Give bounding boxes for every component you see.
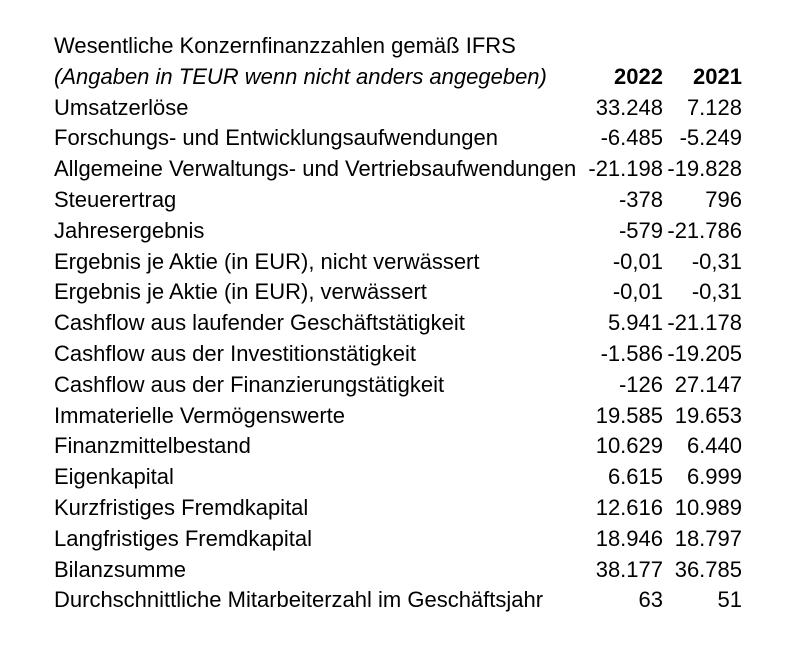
value-2022: -1.586 (600, 340, 663, 366)
row-label: Langfristiges Fremdkapital (54, 525, 313, 551)
table-body: Umsatzerlöse 33.248 7.128 Forschungs- un… (54, 93, 742, 617)
table-row: Ergebnis je Aktie (in EUR), verwässert -… (54, 277, 742, 308)
value-2022: -21.198 (588, 156, 663, 182)
table-row: Finanzmittelbestand 10.629 6.440 (54, 431, 742, 462)
table-row: Eigenkapital 6.615 6.999 (54, 462, 742, 493)
value-2021: -21.178 (667, 310, 742, 336)
value-2022: -0,01 (612, 279, 663, 305)
value-2022: 12.616 (595, 494, 663, 520)
table-row: Ergebnis je Aktie (in EUR), nicht verwäs… (54, 247, 742, 278)
table-row: Cashflow aus der Investitionstätigkeit -… (54, 339, 742, 370)
value-2021: 27.147 (674, 371, 742, 397)
column-header-2022: 2022 (614, 63, 663, 89)
value-2022: 18.946 (595, 525, 663, 551)
value-2021: 7.128 (686, 94, 742, 120)
row-label: Cashflow aus laufender Geschäftstätigkei… (54, 310, 465, 336)
table-row: Allgemeine Verwaltungs- und Vertriebsauf… (54, 154, 742, 185)
table-row: Cashflow aus der Finanzierungstätigkeit … (54, 370, 742, 401)
value-2022: 6.615 (607, 464, 663, 490)
row-label: Allgemeine Verwaltungs- und Vertriebsauf… (54, 156, 577, 182)
row-label: Steuerertrag (54, 186, 177, 212)
row-label: Kurzfristiges Fremdkapital (54, 494, 309, 520)
row-label: Cashflow aus der Investitionstätigkeit (54, 340, 416, 366)
value-2021: -0,31 (691, 279, 742, 305)
value-2022: -126 (618, 371, 663, 397)
value-2022: 33.248 (595, 94, 663, 120)
table-title: Wesentliche Konzernfinanzzahlen gemäß IF… (54, 33, 516, 58)
value-2022: 19.585 (595, 402, 663, 428)
row-label: Ergebnis je Aktie (in EUR), verwässert (54, 279, 427, 305)
table-row: Langfristiges Fremdkapital 18.946 18.797 (54, 524, 742, 555)
value-2021: 19.653 (674, 402, 742, 428)
value-2021: 10.989 (674, 494, 742, 520)
row-label: Forschungs- und Entwicklungsaufwendungen (54, 125, 498, 151)
table-row: Kurzfristiges Fremdkapital 12.616 10.989 (54, 493, 742, 524)
row-label: Umsatzerlöse (54, 94, 189, 120)
row-label: Cashflow aus der Finanzierungstätigkeit (54, 371, 445, 397)
value-2022: 63 (638, 587, 663, 613)
column-header-2021: 2021 (693, 63, 742, 89)
row-label: Jahresergebnis (54, 217, 205, 243)
row-label: Finanzmittelbestand (54, 433, 251, 459)
value-2021: -0,31 (691, 248, 742, 274)
table-row: Durchschnittliche Mitarbeiterzahl im Ges… (54, 585, 742, 616)
value-2022: -6.485 (600, 125, 663, 151)
table-row: Cashflow aus laufender Geschäftstätigkei… (54, 308, 742, 339)
value-2021: 796 (705, 186, 742, 212)
table-row: Jahresergebnis -579 -21.786 (54, 216, 742, 247)
row-label: Durchschnittliche Mitarbeiterzahl im Ges… (54, 587, 544, 613)
value-2022: 38.177 (595, 556, 663, 582)
value-2022: -378 (618, 186, 663, 212)
value-2022: 10.629 (595, 433, 663, 459)
value-2022: -579 (618, 217, 663, 243)
row-label: Immaterielle Vermögenswerte (54, 402, 346, 428)
row-label: Eigenkapital (54, 464, 174, 490)
value-2022: 5.941 (607, 310, 663, 336)
value-2021: -19.828 (667, 156, 742, 182)
value-2022: -0,01 (612, 248, 663, 274)
value-2021: 6.999 (686, 464, 742, 490)
value-2021: 36.785 (674, 556, 742, 582)
table-header-row: (Angaben in TEUR wenn nicht anders angeg… (54, 62, 742, 93)
value-2021: 6.440 (686, 433, 742, 459)
row-label: Ergebnis je Aktie (in EUR), nicht verwäs… (54, 248, 480, 274)
table-row: Immaterielle Vermögenswerte 19.585 19.65… (54, 401, 742, 432)
row-label: Bilanzsumme (54, 556, 187, 582)
table-row: Bilanzsumme 38.177 36.785 (54, 555, 742, 586)
value-2021: 51 (717, 587, 742, 613)
value-2021: -5.249 (679, 125, 742, 151)
table-row: Steuerertrag -378 796 (54, 185, 742, 216)
table-row: Umsatzerlöse 33.248 7.128 (54, 93, 742, 124)
value-2021: 18.797 (674, 525, 742, 551)
table-subtitle: (Angaben in TEUR wenn nicht anders angeg… (54, 63, 547, 89)
value-2021: -19.205 (667, 340, 742, 366)
value-2021: -21.786 (667, 217, 742, 243)
table-row: Forschungs- und Entwicklungsaufwendungen… (54, 123, 742, 154)
